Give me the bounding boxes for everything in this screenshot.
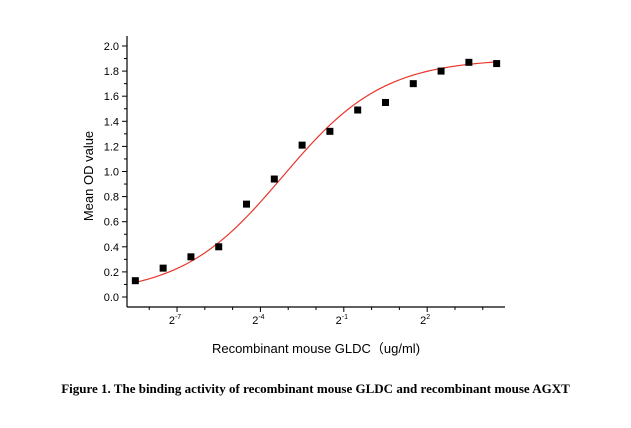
x-tick-label: 2-7	[169, 314, 181, 327]
data-point	[326, 127, 334, 135]
y-tick-label: 1.0	[104, 167, 119, 179]
x-tick-exponent: 2	[426, 314, 430, 321]
data-point	[270, 175, 278, 183]
x-axis-ticks: 2-7 2-4 2-1 22	[148, 307, 484, 327]
y-tick-label: 0.4	[104, 242, 119, 254]
figure-caption: Figure 1. The binding activity of recomb…	[61, 381, 570, 396]
data-point	[131, 277, 139, 285]
data-point	[493, 60, 501, 68]
y-tick-label: 1.6	[104, 91, 119, 103]
y-axis-label: Mean OD value	[81, 131, 96, 221]
data-point	[215, 243, 223, 251]
x-tick-exponent: -1	[342, 314, 348, 321]
axes	[126, 36, 505, 308]
y-axis-ticks: 0.0 0.2 0.4 0.6 0.8 1.0 1.2 1.4 1.6 1.8 2.0	[104, 41, 127, 304]
x-tick-label: 2-1	[336, 314, 348, 327]
x-tick-label: 2-4	[252, 314, 264, 327]
y-tick-label: 0.0	[104, 292, 119, 304]
x-tick-exponent: -7	[175, 314, 181, 321]
data-point	[409, 80, 417, 88]
y-tick-label: 2.0	[104, 41, 119, 53]
data-point	[437, 67, 445, 75]
fit-curve	[135, 61, 497, 283]
x-tick-label: 22	[420, 314, 430, 327]
data-point	[354, 106, 362, 114]
data-point	[465, 58, 473, 66]
data-point	[159, 264, 167, 272]
fit-curve-group	[135, 61, 497, 283]
y-tick-label: 0.6	[104, 217, 119, 229]
y-tick-label: 1.8	[104, 66, 119, 78]
data-point	[298, 141, 306, 149]
data-point	[381, 98, 389, 106]
data-point	[243, 200, 251, 208]
data-point	[187, 253, 195, 261]
y-tick-label: 1.2	[104, 141, 119, 153]
x-axis-label: Recombinant mouse GLDC（ug/ml)	[212, 341, 420, 356]
data-points	[131, 58, 501, 285]
y-tick-label: 0.2	[104, 267, 119, 279]
y-tick-label: 0.8	[104, 192, 119, 204]
y-tick-label: 1.4	[104, 116, 119, 128]
x-tick-exponent: -4	[258, 314, 264, 321]
